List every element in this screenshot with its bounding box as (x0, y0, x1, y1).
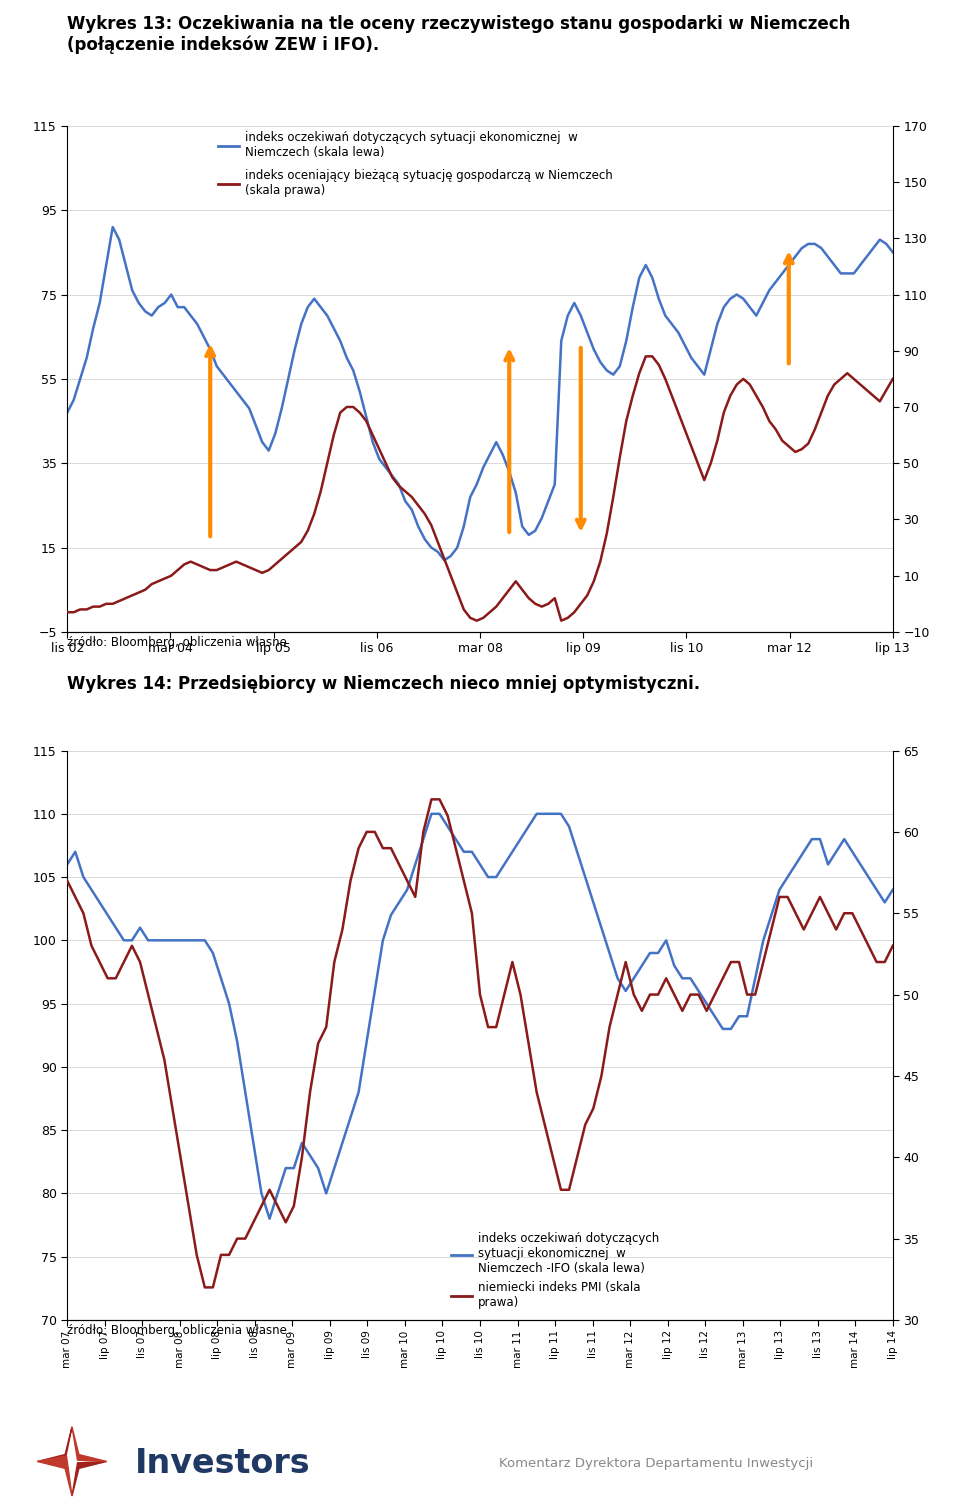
Text: źródło: Bloomberg, obliczenia własne: źródło: Bloomberg, obliczenia własne (67, 1323, 287, 1337)
Text: Komentarz Dyrektora Departamentu Inwestycji: Komentarz Dyrektora Departamentu Inwesty… (499, 1458, 813, 1470)
Text: źródło: Bloomberg, obliczenia własne: źródło: Bloomberg, obliczenia własne (67, 635, 287, 649)
Text: Wykres 14: Przedsiębiorcy w Niemczech nieco mniej optymistyczni.: Wykres 14: Przedsiębiorcy w Niemczech ni… (67, 676, 701, 694)
Polygon shape (72, 1461, 107, 1495)
Text: Investors: Investors (134, 1447, 310, 1480)
Legend: indeks oczekiwań dotyczących sytuacji ekonomicznej  w
Niemczech (skala lewa), in: indeks oczekiwań dotyczących sytuacji ek… (213, 127, 618, 202)
Legend: indeks oczekiwań dotyczących
sytuacji ekonomicznej  w
Niemczech -IFO (skala lewa: indeks oczekiwań dotyczących sytuacji ek… (446, 1228, 664, 1314)
Polygon shape (37, 1456, 72, 1495)
Polygon shape (72, 1428, 107, 1461)
Text: Wykres 13: Oczekiwania na tle oceny rzeczywistego stanu gospodarki w Niemczech (: Wykres 13: Oczekiwania na tle oceny rzec… (67, 15, 851, 54)
Polygon shape (37, 1428, 72, 1461)
